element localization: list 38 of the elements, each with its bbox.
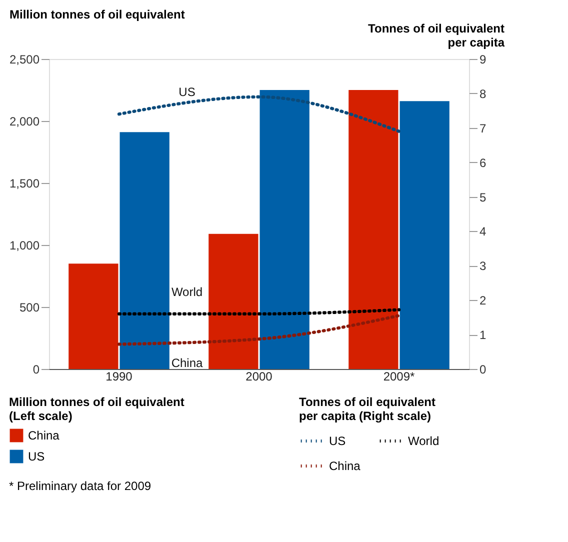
y-tick-label: 500 — [19, 300, 40, 314]
legend-label: US — [28, 450, 45, 464]
text: Tonnes of oil equivalent per capita (Right scale) — [299, 395, 436, 423]
text: US — [178, 85, 196, 100]
legend-label: China — [329, 459, 361, 473]
bar — [348, 90, 398, 369]
text: China — [171, 356, 203, 370]
y-tick-label: 1,500 — [9, 176, 40, 190]
y-tick-label: 0 — [32, 362, 40, 376]
y2-axis-title: Tonnes of oil equivalent per capita — [368, 22, 505, 50]
y-tick-label: 2,500 — [9, 52, 40, 66]
y2-tick-label: 1 — [480, 328, 486, 342]
bar — [120, 132, 170, 369]
y-tick-label: 2,000 — [9, 114, 40, 128]
y2-tick-label: 2 — [480, 294, 486, 308]
y2-tick-label: 6 — [480, 156, 486, 170]
bar — [208, 234, 258, 369]
bar — [68, 264, 118, 369]
x-tick-label: 1990 — [106, 370, 133, 384]
y-axis-title: Million tonnes of oil equivalent — [10, 8, 185, 22]
y2-tick-label: 0 — [480, 362, 486, 376]
y2-tick-label: 4 — [480, 224, 486, 239]
y2-tick-label: 5 — [480, 190, 486, 204]
text: World — [171, 284, 203, 299]
bar — [260, 90, 310, 369]
y2-tick-label: 3 — [480, 259, 486, 274]
y2-tick-label: 7 — [480, 121, 486, 136]
y-tick-label: 1,000 — [9, 238, 40, 252]
text: * Preliminary data for 2009 — [9, 479, 152, 493]
legend-label: China — [28, 428, 60, 442]
x-tick-label: 2009* — [383, 370, 416, 384]
y2-tick-label: 9 — [480, 52, 486, 66]
legend-label: World — [408, 434, 440, 448]
bar — [400, 101, 450, 369]
legend-title: Million tonnes of oil equivalent (Left scale) — [9, 395, 184, 423]
legend-label: US — [329, 434, 346, 448]
y2-tick-label: 8 — [480, 86, 486, 101]
x-tick-label: 2000 — [246, 370, 273, 384]
